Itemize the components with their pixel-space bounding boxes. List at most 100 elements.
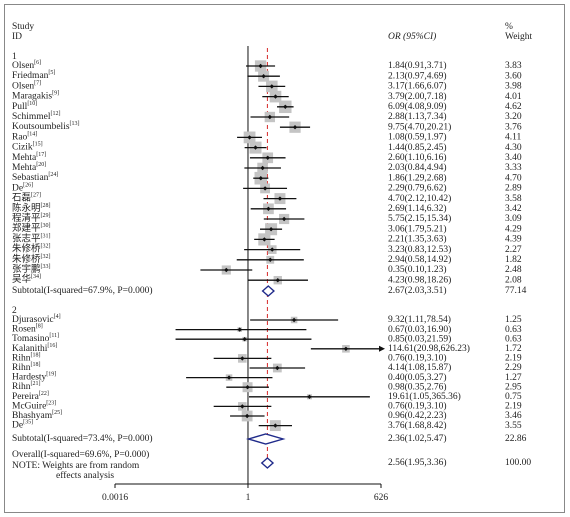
- effect-label: 19.61(1.05,365.36): [388, 391, 461, 402]
- study-ref: [13]: [70, 122, 80, 128]
- effect-label: 1.08(0.59,1.97): [388, 132, 447, 143]
- study-name: Bhashyam[25]: [12, 410, 62, 421]
- effect-label: 2.69(1.14,6.32): [388, 203, 447, 214]
- study-name-text: 吴华: [12, 273, 32, 285]
- study-ref: [15]: [33, 142, 43, 148]
- weight-label: 2.48: [505, 265, 522, 275]
- weight-label: 22.86: [505, 434, 527, 444]
- study-ref: [5]: [48, 71, 55, 77]
- weight-label: 0.63: [505, 325, 522, 335]
- effect-label: 2.88(1.13,7.34): [388, 111, 447, 122]
- point-estimate: [275, 278, 280, 283]
- study-name-text: 朱修桥: [12, 253, 41, 265]
- effect-label: 0.35(0.10,1.23): [388, 264, 447, 275]
- point-estimate: [283, 104, 288, 109]
- weight-label: 4.39: [505, 235, 522, 245]
- group-label: 1: [12, 52, 17, 62]
- study-name-text: Cizik: [12, 143, 33, 153]
- study-name: Subtotal(I-squared=67.9%, P=0.000): [12, 285, 153, 296]
- effect-label: 1.86(1.29,2.68): [388, 172, 447, 183]
- study-name: 吴华[34]: [12, 273, 41, 285]
- weight-label: 2.19: [505, 354, 522, 364]
- x-tick-label: 626: [374, 493, 389, 503]
- study-name-text: Rosen: [12, 325, 36, 335]
- point-estimate: [343, 346, 349, 351]
- subtotal-diamond: [261, 285, 275, 297]
- study-name: Schimmel[12]: [12, 111, 61, 122]
- note: effects analysis: [56, 470, 114, 481]
- weight-label: 3.55: [505, 421, 522, 431]
- study-name-text: Rao: [12, 133, 28, 143]
- subtotal-diamond: [245, 433, 286, 445]
- effect-label: 5.75(2.15,15.34): [388, 213, 451, 224]
- study-ref: [8]: [36, 324, 43, 330]
- study-ref: [34]: [31, 275, 41, 281]
- weight-label: 4.62: [505, 102, 522, 112]
- effect-label: 3.79(2.00,7.18): [388, 91, 447, 102]
- effect-label: 0.40(0.05,3.27): [388, 372, 447, 383]
- point-estimate: [253, 145, 258, 150]
- header-weight-title: %: [505, 22, 513, 32]
- study-name-text: 张宇鹏: [12, 263, 41, 275]
- point-estimate: [258, 63, 263, 69]
- weight-label: 77.14: [505, 286, 527, 296]
- point-estimate: [269, 84, 275, 89]
- study-ref: [6]: [34, 60, 41, 66]
- study-ref: [9]: [52, 91, 59, 97]
- weight-label: 2.27: [505, 245, 522, 255]
- study-ref: [35]: [23, 420, 33, 426]
- point-estimate: [266, 206, 271, 211]
- study-name-text: Schimmel: [12, 112, 51, 122]
- study-name: Olsen[6]: [12, 60, 41, 71]
- study-ref: [10]: [27, 101, 37, 107]
- point-estimate: [262, 186, 268, 191]
- study-name: Rihn[18]: [12, 362, 40, 373]
- weight-label: 1.72: [505, 344, 522, 354]
- study-name: Cizik[15]: [12, 142, 43, 153]
- study-ref: [20]: [36, 162, 46, 168]
- study-name: 石磊[27]: [12, 193, 41, 204]
- effect-label: 114.61(20.98,626.23): [388, 343, 470, 354]
- study-name: McGuire[23]: [12, 401, 56, 412]
- effect-label: 0.96(0.42,2.23): [388, 410, 447, 421]
- point-estimate: [281, 216, 287, 222]
- study-name: Sebastian[24]: [12, 173, 58, 184]
- weight-label: 3.20: [505, 112, 522, 122]
- study-name-text: Mehta: [12, 163, 37, 173]
- point-estimate: [270, 247, 275, 252]
- point-estimate: [277, 196, 283, 201]
- effect-label: 2.60(1.10,6.16): [388, 152, 447, 163]
- effect-label: 3.17(1.66,6.07): [388, 81, 447, 92]
- effect-label: 2.36(1.02,5.47): [388, 433, 447, 444]
- effect-label: 3.76(1.68,8.42): [388, 420, 447, 431]
- study-name: Pull[10]: [12, 101, 37, 112]
- weight-label: 1.82: [505, 255, 522, 265]
- study-name-text: McGuire: [12, 402, 46, 412]
- study-name-text: Subtotal(I-squared=67.9%, P=0.000): [12, 285, 153, 296]
- study-name: Maragakis[9]: [12, 91, 59, 102]
- study-name: 郑建平[30]: [12, 222, 51, 234]
- study-name: Hardesty[19]: [12, 372, 56, 383]
- weight-label: 0.63: [505, 334, 522, 344]
- header-study: Study: [12, 22, 34, 32]
- study-name-text: Mehta: [12, 153, 37, 163]
- effect-label: 0.85(0.03,21.59): [388, 333, 451, 344]
- effect-label: 1.44(0.85,2.45): [388, 142, 447, 153]
- weight-label: 3.46: [505, 411, 522, 421]
- effect-label: 0.67(0.03,16.90): [388, 324, 451, 335]
- study-name-text: 张志平: [12, 233, 41, 245]
- point-estimate: [242, 337, 247, 342]
- study-ref: [33]: [41, 264, 51, 270]
- effect-label: 2.03(0.84,4.94): [388, 162, 447, 173]
- study-name: 程清平[29]: [12, 212, 51, 224]
- study-name-text: Subtotal(I-squared=73.4%, P=0.000): [12, 433, 153, 444]
- point-estimate: [273, 423, 278, 428]
- effect-label: 1.84(0.91,3.71): [388, 60, 447, 71]
- point-estimate: [267, 114, 273, 120]
- effect-label: 3.23(0.83,12.53): [388, 244, 451, 255]
- study-ref: [32]: [41, 254, 51, 260]
- weight-label: 3.76: [505, 122, 522, 132]
- weight-label: 4.01: [505, 92, 522, 102]
- study-name-text: Kalanithi: [12, 344, 48, 354]
- point-estimate: [240, 404, 245, 409]
